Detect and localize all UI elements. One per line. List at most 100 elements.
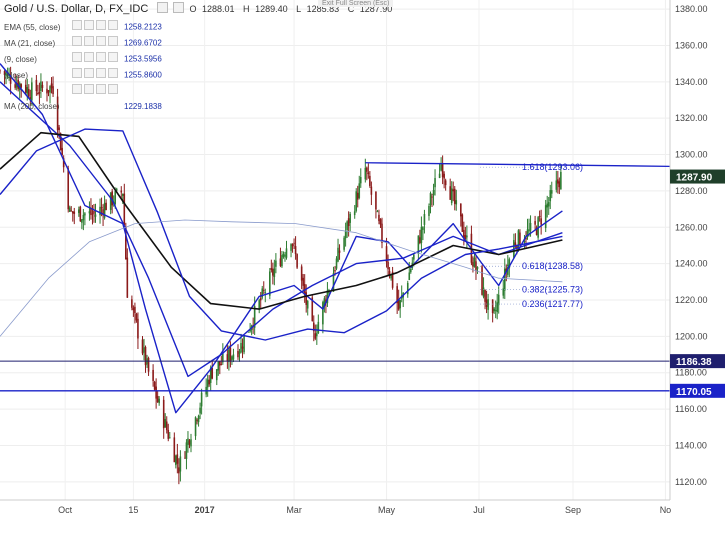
candle-body: [370, 186, 373, 195]
candle-body: [438, 173, 441, 178]
candle-body: [196, 419, 198, 421]
candle-body: [94, 214, 97, 217]
symbol-title[interactable]: Gold / U.S. Dollar, D, FX_IDC: [4, 3, 149, 15]
candles: [0, 66, 562, 485]
candle-body: [450, 188, 453, 204]
candle-body: [344, 231, 347, 239]
candle-body: [206, 379, 209, 388]
candle-body: [314, 333, 317, 339]
ohlc-low: L 1285.83: [296, 4, 340, 14]
candle-body: [291, 244, 294, 247]
candle-body: [367, 172, 370, 175]
candle-body: [240, 343, 242, 353]
candle-body: [460, 203, 462, 217]
candle-body: [464, 235, 467, 240]
candle-body: [443, 173, 445, 179]
candle-body: [209, 367, 212, 383]
grid: [0, 0, 670, 500]
candle-body: [505, 268, 508, 273]
candle-body: [91, 213, 94, 215]
legend-row[interactable]: (9, close) 1253.5956: [4, 52, 162, 68]
more-icon: [108, 68, 118, 78]
candle-body: [168, 437, 171, 439]
y-tick-label: 1300.00: [675, 150, 708, 160]
settings-box-icon[interactable]: [157, 2, 169, 13]
candle-body: [431, 196, 433, 198]
candle-body: [305, 292, 307, 305]
legend-row[interactable]: [4, 84, 162, 100]
legend-row[interactable]: (close) 1255.8600: [4, 68, 162, 84]
candle-body: [132, 307, 135, 311]
candle-body: [153, 381, 156, 390]
candle-body: [335, 258, 338, 269]
candle-body: [179, 456, 182, 472]
candle-body: [269, 271, 271, 296]
candle-body: [463, 229, 465, 238]
candle-body: [259, 298, 262, 301]
candle-body: [496, 302, 498, 313]
fib-level-label: 0.382(1225.73): [522, 285, 583, 295]
candle-body: [190, 439, 192, 447]
candle-body: [41, 84, 44, 88]
candle-body: [70, 210, 73, 212]
candle-body: [390, 275, 392, 279]
candle-body: [347, 218, 350, 227]
gear-icon: [84, 36, 94, 46]
x-tick-label: 2017: [195, 505, 215, 515]
candle-body: [453, 188, 456, 204]
candle-body: [558, 181, 561, 188]
candle-body: [56, 96, 59, 131]
candle-body: [516, 246, 518, 249]
eye-icon: [72, 36, 82, 46]
candle-body: [525, 237, 527, 240]
x-tick-label: Jul: [473, 505, 485, 515]
candle-body: [306, 300, 309, 309]
candle-body: [366, 167, 368, 172]
fullscreen-tooltip: Exit Full Screen (Esc): [318, 0, 394, 7]
gear-icon: [84, 20, 94, 30]
candle-body: [109, 192, 112, 210]
candle-body: [100, 207, 103, 209]
candle-body: [440, 164, 442, 171]
candle-body: [90, 207, 92, 216]
candle-body: [535, 227, 538, 235]
candle-body: [461, 214, 464, 232]
candle-body: [211, 367, 214, 379]
candle-body: [476, 266, 479, 269]
candle-body: [514, 242, 517, 245]
candle-body: [120, 190, 123, 193]
legend-row[interactable]: MA (21, close) 1269.6702: [4, 36, 162, 52]
legend-row[interactable]: MA (200, close) 1229.1838: [4, 102, 162, 111]
y-tick-label: 1240.00: [675, 259, 708, 269]
candle-body: [311, 297, 314, 322]
candle-body: [50, 83, 53, 89]
candle-body: [375, 191, 377, 210]
legend-row[interactable]: EMA (55, close) 1258.2123: [4, 20, 162, 36]
candle-body: [284, 254, 286, 257]
candle-body: [275, 260, 277, 267]
series-line-blue_slow: [0, 128, 563, 341]
eye-icon: [72, 20, 82, 30]
candle-body: [526, 229, 529, 238]
candle-body: [47, 90, 50, 93]
candle-body: [273, 268, 276, 278]
candle-body: [317, 321, 320, 334]
candle-body: [197, 415, 200, 423]
candle-body: [444, 180, 447, 186]
candle-body: [493, 308, 495, 312]
candle-body: [481, 266, 483, 295]
y-tick-label: 1220.00: [675, 295, 708, 305]
candle-body: [114, 191, 117, 205]
candle-body: [540, 218, 542, 225]
more-icon: [108, 20, 118, 30]
candle-body: [422, 227, 424, 231]
candle-body: [93, 210, 95, 214]
candle-body: [5, 73, 7, 76]
candle-body: [517, 230, 520, 251]
ohlc-high: H 1289.40: [243, 4, 288, 14]
x-tick-label: Sep: [565, 505, 581, 515]
hide-box-icon[interactable]: [173, 2, 185, 13]
candle-body: [487, 299, 489, 310]
candle-body: [290, 244, 292, 251]
